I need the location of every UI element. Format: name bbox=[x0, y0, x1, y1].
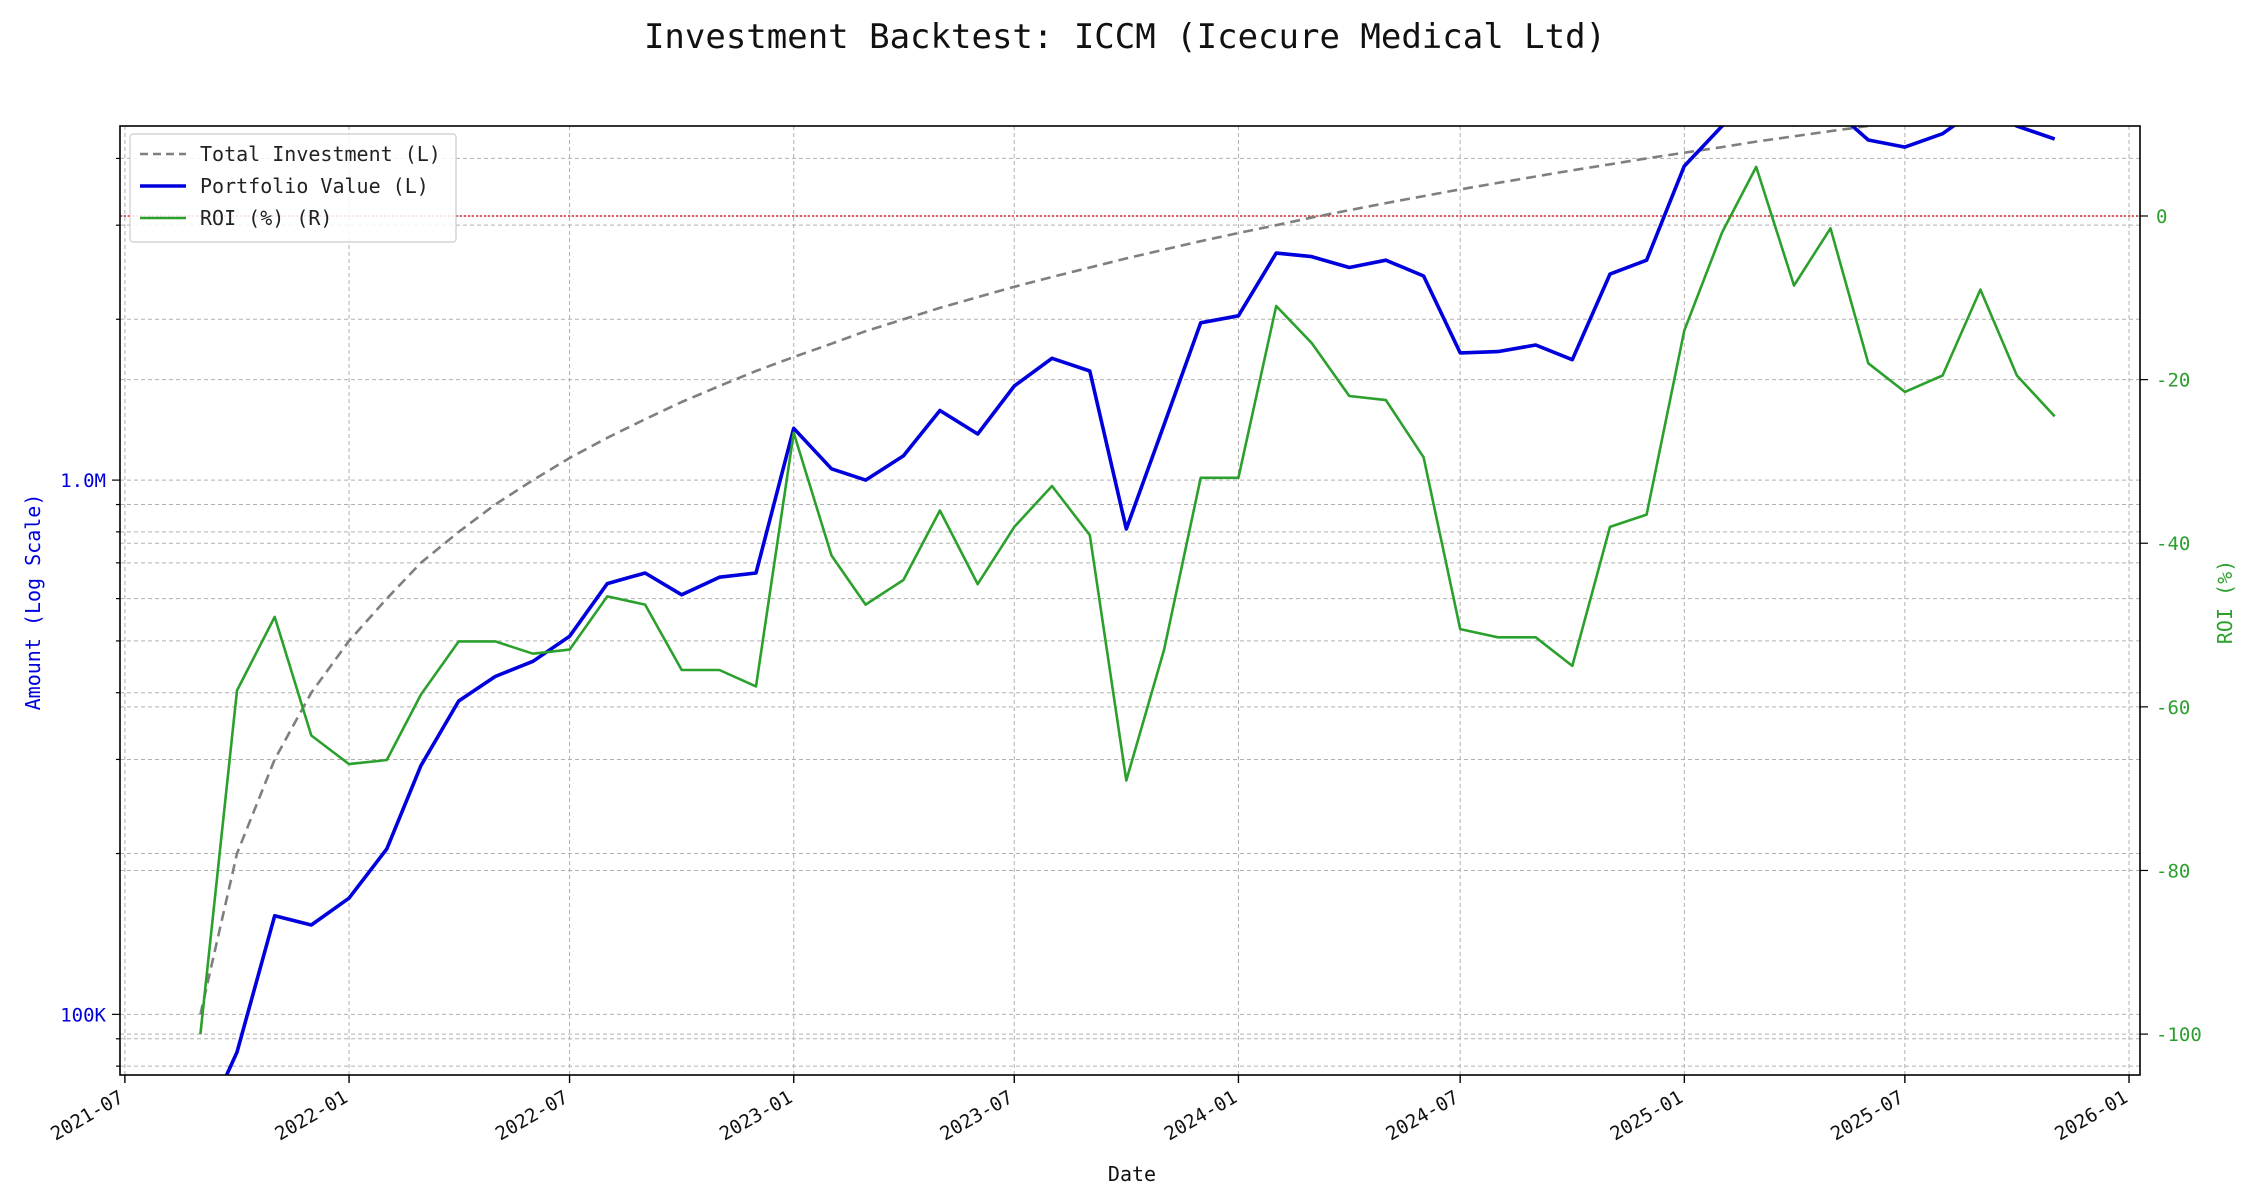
right-y-axis-label: ROI (%) bbox=[2213, 560, 2237, 644]
legend-box bbox=[129, 133, 457, 243]
x-tick-label: 2026-01 bbox=[2051, 1086, 2131, 1145]
right-tick-label: -60 bbox=[2156, 697, 2190, 719]
x-tick-label: 2022-07 bbox=[492, 1086, 572, 1145]
plot-frame bbox=[119, 125, 2141, 1076]
left-tick-label: 1.0M bbox=[60, 470, 106, 492]
x-axis: 2021-07 2022-01 2022-07 2023-01 2023-07 2024-… bbox=[47, 1075, 2132, 1145]
right-tick-label: -20 bbox=[2156, 370, 2190, 392]
left-tick-label: 100K bbox=[60, 1004, 106, 1026]
right-tick-label: -80 bbox=[2156, 860, 2190, 882]
left-y-axis: 100K 1.0M bbox=[60, 157, 120, 1067]
legend-label: Portfolio Value (L) bbox=[200, 174, 429, 198]
left-y-axis-label: Amount (Log Scale) bbox=[21, 494, 45, 711]
x-tick-label: 2023-07 bbox=[936, 1086, 1016, 1145]
x-tick-label: 2023-01 bbox=[716, 1086, 796, 1145]
series-line-portfolio-value bbox=[224, 126, 2056, 1075]
series-line-roi bbox=[199, 165, 2056, 1035]
legend: Total Investment (L) Portfolio Value (L) R… bbox=[129, 133, 457, 243]
x-tick-label: 2021-07 bbox=[47, 1086, 127, 1145]
plot-area bbox=[199, 126, 2056, 1075]
right-tick-label: 0 bbox=[2156, 206, 2167, 228]
legend-label: ROI (%) (R) bbox=[200, 206, 332, 230]
x-tick-label: 2022-01 bbox=[271, 1086, 351, 1145]
series-line-total-investment bbox=[199, 126, 1878, 1015]
legend-label: Total Investment (L) bbox=[200, 142, 441, 166]
x-tick-label: 2025-01 bbox=[1606, 1086, 1686, 1145]
x-tick-label: 2025-07 bbox=[1827, 1086, 1907, 1145]
x-tick-label: 2024-07 bbox=[1382, 1086, 1462, 1145]
x-axis-label: Date bbox=[1108, 1162, 1156, 1186]
right-tick-label: -40 bbox=[2156, 533, 2190, 555]
right-tick-label: -100 bbox=[2156, 1024, 2202, 1046]
x-tick-label: 2024-01 bbox=[1161, 1086, 1241, 1145]
right-y-axis: 0 -20 -40 -60 -80 -100 bbox=[2140, 206, 2202, 1046]
chart-title: Investment Backtest: ICCM (Icecure Medic… bbox=[644, 17, 1606, 57]
grid bbox=[120, 126, 2140, 1075]
